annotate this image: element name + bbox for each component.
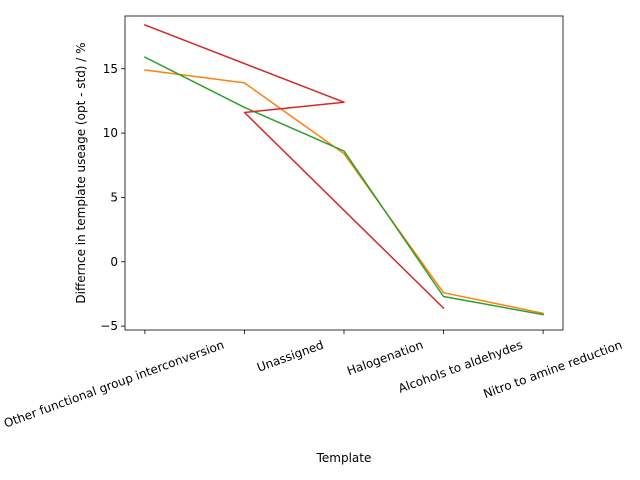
series-line-1 — [144, 69, 544, 315]
y-tick-label: 15 — [103, 62, 118, 76]
y-axis: −5 0 5 10 15 — [100, 62, 125, 333]
y-axis-title: Differnce in template useage (opt - std)… — [74, 42, 88, 303]
series-line-3 — [143, 24, 445, 310]
series-layer — [143, 24, 544, 316]
y-tick-label: 10 — [103, 126, 118, 140]
series-line-2 — [143, 56, 544, 316]
y-tick-label: 5 — [110, 190, 118, 204]
y-tick-label: −5 — [100, 319, 118, 333]
y-tick-label: 0 — [110, 255, 118, 269]
x-axis-title: Template — [316, 451, 372, 465]
